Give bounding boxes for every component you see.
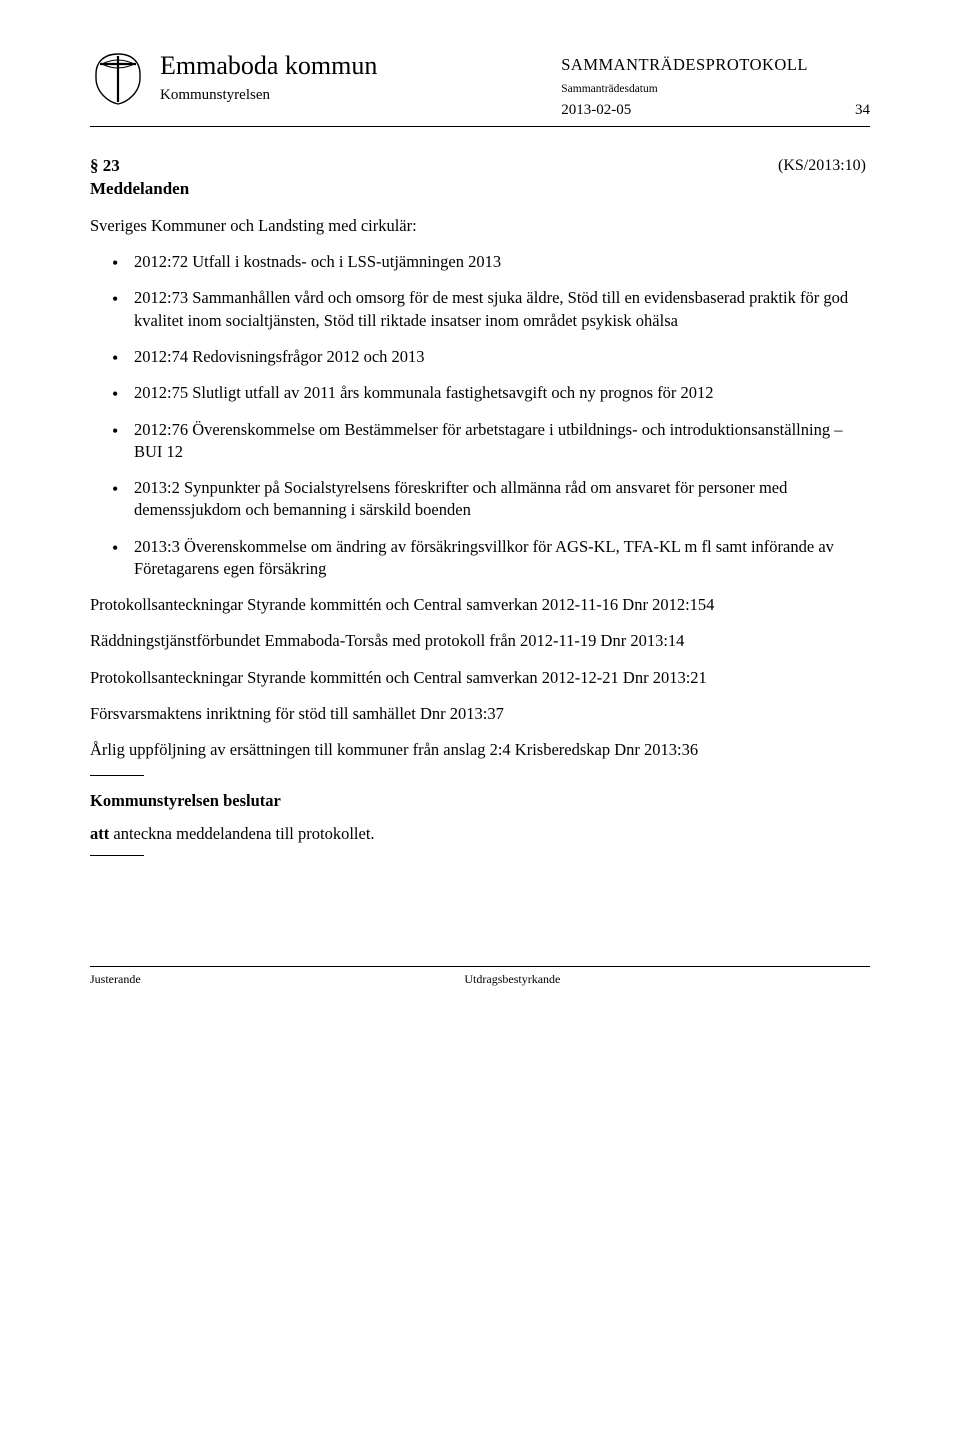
decision-body: att anteckna meddelandena till protokoll… bbox=[90, 823, 870, 845]
decision-text: anteckna meddelandena till protokollet. bbox=[109, 824, 374, 843]
doc-type: SAMMANTRÄDESPROTOKOLL bbox=[561, 54, 870, 76]
list-item: 2012:73 Sammanhållen vård och omsorg för… bbox=[112, 287, 870, 332]
paragraph: Årlig uppföljning av ersättningen till k… bbox=[90, 739, 870, 761]
date-row: 2013-02-05 34 bbox=[561, 100, 870, 120]
intro-text: Sveriges Kommuner och Landsting med cirk… bbox=[90, 215, 870, 237]
decision-lead: att bbox=[90, 824, 109, 843]
page-footer: Justerande Utdragsbestyrkande bbox=[90, 966, 870, 987]
municipality-logo-icon bbox=[90, 50, 146, 112]
list-item: 2012:75 Slutligt utfall av 2011 års komm… bbox=[112, 382, 870, 404]
paragraph: Protokollsanteckningar Styrande kommitté… bbox=[90, 667, 870, 689]
list-item: 2013:2 Synpunkter på Socialstyrelsens fö… bbox=[112, 477, 870, 522]
meeting-date: 2013-02-05 bbox=[561, 102, 631, 118]
section-left: § 23 Meddelanden bbox=[90, 155, 189, 201]
list-item: 2013:3 Överenskommelse om ändring av för… bbox=[112, 536, 870, 581]
divider bbox=[90, 775, 144, 776]
header-left: Emmaboda kommun Kommunstyrelsen bbox=[90, 50, 377, 112]
section-header: § 23 Meddelanden (KS/2013:10) bbox=[90, 155, 870, 201]
paragraph: Protokollsanteckningar Styrande kommitté… bbox=[90, 594, 870, 616]
section-id: § 23 bbox=[90, 155, 189, 178]
list-item: 2012:76 Överenskommelse om Bestämmelser … bbox=[112, 419, 870, 464]
page-number: 34 bbox=[855, 100, 870, 120]
paragraph: Försvarsmaktens inriktning för stöd till… bbox=[90, 703, 870, 725]
paragraph: Räddningstjänstförbundet Emmaboda-Torsås… bbox=[90, 630, 870, 652]
header-right: SAMMANTRÄDESPROTOKOLL Sammanträdesdatum … bbox=[561, 50, 870, 120]
list-item: 2012:72 Utfall i kostnads- och i LSS-utj… bbox=[112, 251, 870, 273]
list-item: 2012:74 Redovisningsfrågor 2012 och 2013 bbox=[112, 346, 870, 368]
section-title: Meddelanden bbox=[90, 178, 189, 201]
date-label: Sammanträdesdatum bbox=[561, 82, 870, 98]
case-reference: (KS/2013:10) bbox=[778, 155, 870, 201]
circular-list: 2012:72 Utfall i kostnads- och i LSS-utj… bbox=[90, 251, 870, 580]
footer-right: Utdragsbestyrkande bbox=[464, 971, 870, 987]
org-block: Emmaboda kommun Kommunstyrelsen bbox=[160, 50, 377, 106]
org-sub: Kommunstyrelsen bbox=[160, 85, 377, 105]
footer-left: Justerande bbox=[90, 971, 464, 987]
page-header: Emmaboda kommun Kommunstyrelsen SAMMANTR… bbox=[90, 50, 870, 127]
org-name: Emmaboda kommun bbox=[160, 52, 377, 79]
decision-heading: Kommunstyrelsen beslutar bbox=[90, 790, 870, 812]
divider bbox=[90, 855, 144, 856]
